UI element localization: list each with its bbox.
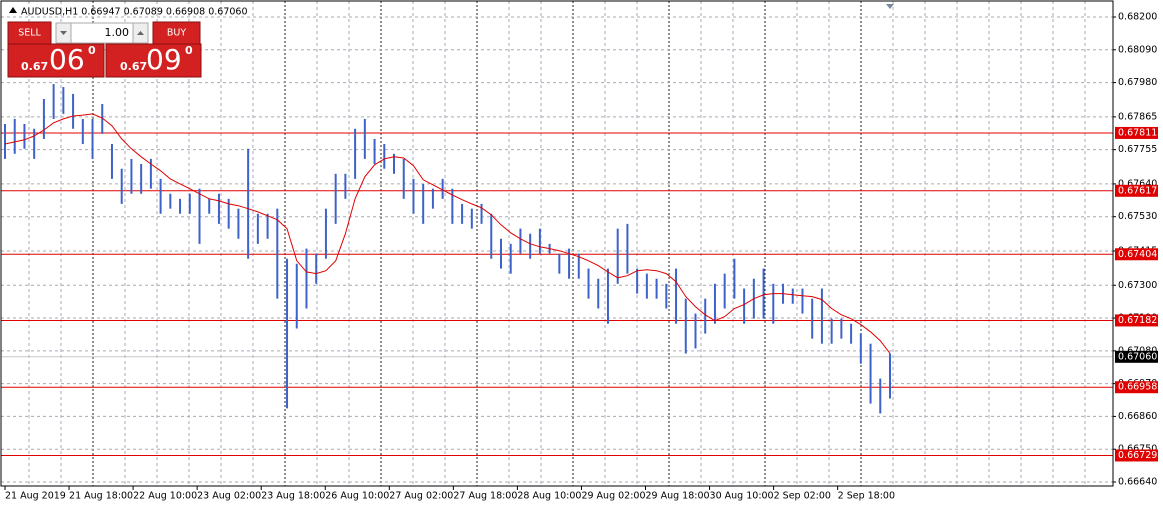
sell-label: SELL — [18, 28, 41, 39]
y-tick-label: 0.68090 — [1118, 44, 1157, 55]
sell-price-box[interactable] — [7, 43, 105, 78]
y-tick-label: 0.67300 — [1118, 280, 1157, 291]
moving-average — [4, 113, 891, 354]
grid — [1, 1, 1113, 486]
plot — [1, 84, 1113, 456]
x-tick-label: 27 Aug 02:00 — [389, 491, 453, 502]
x-tick-label: 30 Aug 10:00 — [710, 491, 774, 502]
buy-label: BUY — [167, 28, 186, 39]
x-tick-label: 23 Aug 02:00 — [197, 491, 261, 502]
y-tick-label: 0.66640 — [1118, 477, 1157, 488]
x-tick-label: 21 Aug 18:00 — [69, 491, 133, 502]
up-arrow — [137, 31, 144, 35]
x-tick-label: 23 Aug 18:00 — [261, 491, 325, 502]
level-label-box — [1115, 184, 1158, 197]
x-tick-label: 27 Aug 18:00 — [453, 491, 517, 502]
level-label: 0.67404 — [1118, 249, 1157, 260]
x-tick-label: 26 Aug 10:00 — [325, 491, 389, 502]
shift-marker — [886, 4, 894, 9]
x-tick-label: 2 Sep 02:00 — [774, 491, 831, 502]
bid-point: 0 — [88, 44, 96, 57]
level-label-box — [1115, 314, 1158, 327]
x-tick-label: 22 Aug 10:00 — [133, 491, 197, 502]
y-tick-label: 0.68200 — [1118, 12, 1157, 23]
x-tick-label: 21 Aug 2019 — [5, 491, 66, 502]
y-tick-label: 0.67980 — [1118, 77, 1157, 88]
x-tick-label: 2 Sep 18:00 — [838, 491, 895, 502]
level-label: 0.67811 — [1118, 127, 1157, 138]
plot-border — [0, 0, 1114, 487]
current-price-box — [1115, 350, 1158, 363]
level-label: 0.66729 — [1118, 450, 1157, 461]
volume-value: 1.00 — [105, 26, 130, 39]
level-label-box — [1115, 248, 1158, 261]
down-arrow — [60, 31, 67, 35]
bid-big: 06 — [49, 43, 85, 76]
collapse-icon[interactable] — [9, 7, 17, 13]
x-tick-label: 28 Aug 10:00 — [517, 491, 581, 502]
ask-prefix: 0.67 — [120, 60, 147, 73]
x-tick-label: 29 Aug 18:00 — [646, 491, 710, 502]
level-label-box — [1115, 126, 1158, 139]
x-tick-label: 29 Aug 02:00 — [581, 491, 645, 502]
level-label-box — [1115, 381, 1158, 394]
level-label-box — [1115, 449, 1158, 462]
y-tick-label: 0.66750 — [1118, 444, 1157, 455]
bid-prefix: 0.67 — [21, 60, 48, 73]
header-title: AUDUSD,H1 0.66947 0.67089 0.66908 0.6706… — [21, 7, 248, 18]
y-tick-label: 0.67530 — [1118, 211, 1157, 222]
level-label: 0.67617 — [1118, 185, 1157, 196]
y-tick-label: 0.67755 — [1118, 144, 1157, 155]
y-tick-label: 0.67640 — [1118, 178, 1157, 189]
level-label: 0.67182 — [1118, 315, 1157, 326]
current-price-label: 0.67060 — [1118, 351, 1157, 362]
y-tick-label: 0.66860 — [1118, 411, 1157, 422]
axis: 0.68200 0.68090 0.67980 0.67865 0.67755 0.676… — [4, 12, 1158, 502]
level-label: 0.66958 — [1118, 382, 1157, 393]
ask-point: 0 — [185, 44, 193, 57]
buy-price-box[interactable] — [105, 43, 202, 78]
y-tick-label: 0.67865 — [1118, 111, 1157, 122]
ask-big: 09 — [146, 43, 182, 76]
